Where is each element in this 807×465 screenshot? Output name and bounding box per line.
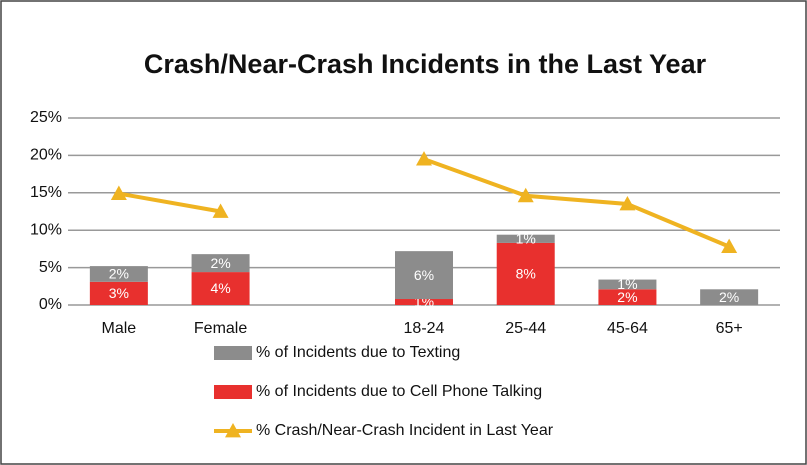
line-marker — [212, 203, 229, 218]
bar-segment — [395, 251, 453, 300]
data-label: 2% — [109, 266, 129, 282]
x-tick-label: 18-24 — [404, 320, 445, 337]
line-marker — [619, 196, 636, 211]
x-tick-label: 25-44 — [505, 320, 546, 337]
y-tick-label: 10% — [30, 221, 62, 238]
data-label: 4% — [210, 280, 230, 296]
data-label: 3% — [109, 285, 129, 301]
bar-segment — [191, 254, 250, 273]
bar-segment — [598, 289, 657, 305]
line-marker — [721, 238, 738, 254]
x-tick-label: 45-64 — [607, 320, 648, 337]
y-tick-label: 25% — [30, 109, 62, 126]
legend-label: % Crash/Near-Crash Incident in Last Year — [256, 422, 554, 439]
x-tick-label: 65+ — [716, 320, 743, 337]
bar-segment — [496, 242, 555, 305]
legend-swatch — [214, 385, 252, 399]
data-label: 2% — [719, 289, 739, 305]
line-marker — [517, 187, 534, 203]
bar-segment — [395, 299, 453, 305]
bar-segment — [191, 272, 250, 305]
line-marker — [416, 151, 432, 166]
y-tick-label: 5% — [39, 259, 62, 276]
data-label: 1% — [516, 231, 536, 247]
legend-swatch — [214, 346, 252, 360]
chart-title: Crash/Near-Crash Incidents in the Last Y… — [144, 49, 707, 79]
legend-label: % of Incidents due to Texting — [256, 344, 460, 361]
y-tick-label: 20% — [30, 147, 62, 164]
x-tick-label: Female — [194, 320, 247, 337]
bar-segment — [700, 289, 759, 305]
bar-segment — [496, 234, 555, 243]
line — [118, 157, 730, 249]
data-label: 8% — [516, 266, 536, 282]
x-tick-label: Male — [102, 320, 137, 337]
bar-segment — [89, 281, 148, 305]
data-label: 2% — [210, 255, 230, 271]
data-label: 1% — [617, 276, 637, 292]
data-label: 2% — [617, 289, 637, 305]
legend-label: % of Incidents due to Cell Phone Talking — [256, 383, 542, 400]
legend-swatch — [225, 423, 241, 438]
line-marker — [110, 185, 127, 200]
bar-segment — [89, 266, 148, 282]
bar-segment — [598, 279, 657, 290]
data-label: 6% — [414, 267, 434, 283]
y-tick-label: 0% — [39, 296, 62, 313]
y-tick-label: 15% — [30, 184, 62, 201]
